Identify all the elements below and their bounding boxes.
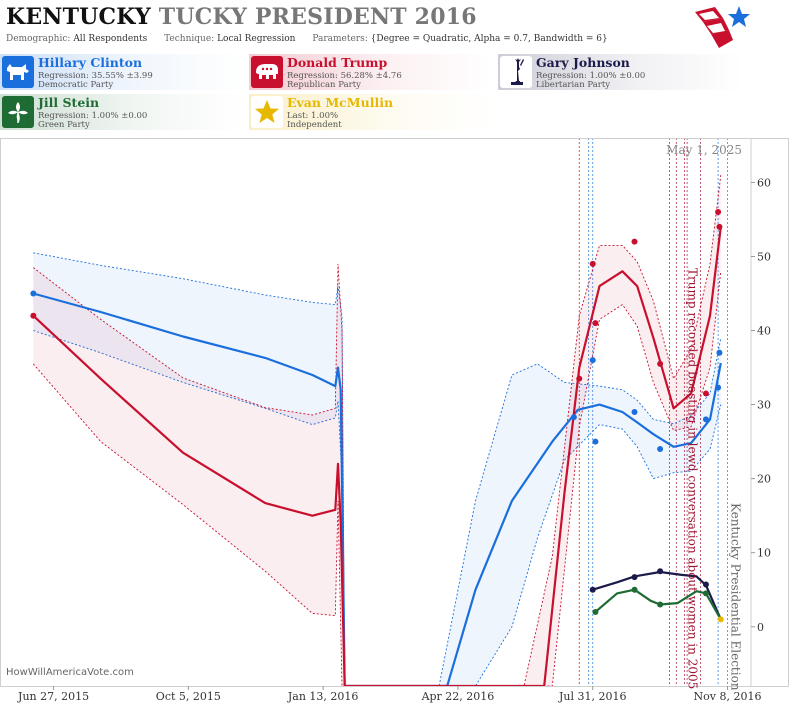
candidate-name: Hillary Clinton xyxy=(38,55,143,70)
hillary-clinton-point-4 xyxy=(631,409,638,415)
hillary-clinton-point-8 xyxy=(716,349,723,356)
candidate-evan-mcmullin[interactable]: Evan McMullin Last: 1.00% Independent xyxy=(249,94,494,130)
candidate-stat: Regression: 1.00% ±0.00 xyxy=(38,111,148,121)
candidate-party: Green Party xyxy=(38,120,90,130)
demographic-label: Demographic: xyxy=(6,34,71,44)
hillary-clinton-point-5 xyxy=(657,446,664,453)
hillary-clinton-point-1 xyxy=(570,414,577,421)
donald-trump-point-5 xyxy=(657,360,664,367)
jill-stein-point-3 xyxy=(702,590,709,597)
donald-trump-band-upper xyxy=(33,174,722,686)
parameters-line: Demographic: All Respondents Technique: … xyxy=(6,34,622,44)
hillary-clinton-band-upper xyxy=(33,252,722,686)
donald-trump-point-3 xyxy=(592,320,599,327)
donkey-icon xyxy=(2,56,34,88)
hillary-clinton-trend-line xyxy=(33,292,722,686)
hillary-clinton-point-3 xyxy=(592,438,599,445)
jill-stein-point-0 xyxy=(592,608,599,615)
technique-label: Technique: xyxy=(164,34,215,44)
candidate-party: Democratic Party xyxy=(38,80,114,90)
x-tick-label-2: Jan 13, 2016 xyxy=(287,690,359,703)
plot-frame xyxy=(0,138,789,687)
candidate-gary-johnson[interactable]: Gary Johnson Regression: 1.00% ±0.00 Liber… xyxy=(498,54,743,90)
hillary-clinton-point-6 xyxy=(702,416,709,423)
jill-stein-point-2 xyxy=(657,601,664,608)
candidate-party: Republican Party xyxy=(287,80,361,90)
x-tick-label-4: Jul 31, 2016 xyxy=(558,690,627,703)
donald-trump-point-0 xyxy=(30,312,37,319)
parameters-value: {Degree = Quadratic, Alpha = 0.7, Bandwi… xyxy=(370,34,608,44)
title-state: KENTUCKY xyxy=(6,4,151,30)
candidate-jill-stein[interactable]: Jill Stein Regression: 1.00% ±0.00 Green P… xyxy=(0,94,245,130)
y-tick-label-50: 50 xyxy=(757,250,771,263)
evan-mcmullin-point-0 xyxy=(717,616,724,623)
hillary-clinton-point-0 xyxy=(30,290,37,297)
donald-trump-point-7 xyxy=(715,209,722,216)
hillary-clinton-point-7 xyxy=(715,384,722,391)
candidate-stat: Regression: 56.28% ±4.76 xyxy=(287,71,402,81)
x-tick-label-5: Nov 8, 2016 xyxy=(694,690,762,703)
candidate-party: Libertarian Party xyxy=(536,80,611,90)
date-stamp: May 1, 2025 xyxy=(666,143,742,157)
title-rest: TUCKY PRESIDENT 2016 xyxy=(158,4,477,30)
candidate-name: Gary Johnson xyxy=(536,55,630,70)
y-tick-label-30: 30 xyxy=(757,399,771,412)
candidate-name: Evan McMullin xyxy=(287,95,394,110)
page-header: KENTUCKY TUCKY PRESIDENT 2016 Demographi… xyxy=(0,0,789,52)
y-tick-label-60: 60 xyxy=(757,176,771,189)
annotation-1: Kentucky Presidential Election xyxy=(729,503,743,691)
candidate-name: Donald Trump xyxy=(287,55,388,70)
candidate-party: Independent xyxy=(287,120,342,130)
demographic-value: All Respondents xyxy=(73,34,148,44)
gary-johnson-point-1 xyxy=(631,574,638,581)
candidate-stat: Regression: 1.00% ±0.00 xyxy=(536,71,646,81)
hillary-clinton-band xyxy=(33,252,721,686)
donald-trump-point-6 xyxy=(702,390,709,397)
hillary-clinton-point-2 xyxy=(589,357,596,364)
donald-trump-point-1 xyxy=(576,375,583,382)
candidate-donald-trump[interactable]: Donald Trump Regression: 56.28% ±4.76 Repu… xyxy=(249,54,494,90)
candidate-legend: Hillary Clinton Regression: 35.55% ±3.99 D… xyxy=(0,54,789,134)
x-tick-label-3: Apr 22, 2016 xyxy=(421,690,495,703)
x-tick-label-0: Jun 27, 2015 xyxy=(17,690,89,703)
candidate-hillary-clinton[interactable]: Hillary Clinton Regression: 35.55% ±3.99 D… xyxy=(0,54,245,90)
y-tick-label-20: 20 xyxy=(757,473,771,486)
candidate-stat: Last: 1.00% xyxy=(287,111,339,121)
page-title: KENTUCKY TUCKY PRESIDENT 2016 xyxy=(6,4,477,30)
jill-stein-point-1 xyxy=(631,586,638,593)
donald-trump-point-2 xyxy=(589,260,596,267)
star-icon xyxy=(251,96,283,128)
gary-johnson-point-3 xyxy=(702,581,709,588)
y-tick-label-10: 10 xyxy=(757,547,771,560)
x-tick-label-1: Oct 5, 2015 xyxy=(156,690,221,703)
leaf-icon xyxy=(2,96,34,128)
footer-credit[interactable]: HowWillAmericaVote.com xyxy=(6,667,134,678)
annotation-0: Trump recorded boasting in lewd conversa… xyxy=(685,268,699,689)
parameters-label: Parameters: xyxy=(312,34,368,44)
gary-johnson-point-0 xyxy=(589,586,596,593)
donald-trump-point-8 xyxy=(716,223,723,230)
gary-johnson-point-2 xyxy=(657,568,664,575)
y-tick-label-0: 0 xyxy=(757,621,764,634)
elephant-icon xyxy=(251,56,283,88)
plot-area xyxy=(30,139,728,686)
hillary-clinton-band-lower xyxy=(33,330,722,686)
poll-chart: Trump recorded boasting in lewd conversa… xyxy=(0,138,789,703)
donald-trump-trend-line xyxy=(32,226,722,686)
site-logo-icon[interactable] xyxy=(695,4,751,50)
y-tick-label-40: 40 xyxy=(757,325,771,338)
candidate-name: Jill Stein xyxy=(38,95,100,110)
donald-trump-point-4 xyxy=(631,238,638,245)
donald-trump-band xyxy=(33,175,721,686)
liberty-statue-icon xyxy=(500,56,532,88)
technique-value: Local Regression xyxy=(217,34,296,44)
candidate-stat: Regression: 35.55% ±3.99 xyxy=(38,71,153,81)
